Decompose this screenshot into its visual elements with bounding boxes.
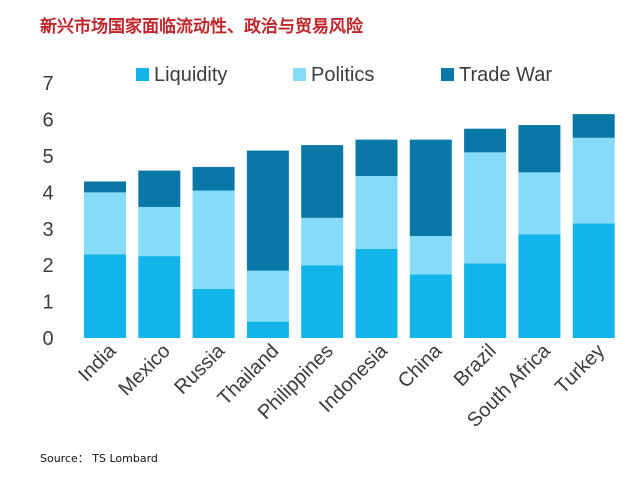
bar-philippines-politics <box>301 217 344 266</box>
bars-group <box>84 114 615 338</box>
legend-swatch-liquidity <box>136 68 149 81</box>
legend-label-liquidity: Liquidity <box>154 64 227 86</box>
bar-india-trade-war <box>84 181 126 193</box>
bar-indonesia-liquidity <box>355 248 398 338</box>
x-tick-label-china: China <box>394 339 447 392</box>
bar-south-africa-trade-war <box>518 125 561 173</box>
bar-brazil-trade-war <box>464 128 507 153</box>
legend-swatch-trade-war <box>441 68 454 81</box>
x-axis: IndiaMexicoRussiaThailandPhilippinesIndo… <box>74 339 609 431</box>
bar-south-africa-liquidity <box>518 234 561 338</box>
bar-philippines-trade-war <box>301 145 344 218</box>
y-tick-label-7: 7 <box>42 73 53 95</box>
x-tick-label-brazil: Brazil <box>450 340 501 391</box>
y-tick-label-0: 0 <box>42 328 53 350</box>
bar-turkey-trade-war <box>572 114 615 138</box>
bar-russia-trade-war <box>192 166 235 191</box>
page-title: 新兴市场国家面临流动性、政治与贸易风险 <box>40 17 363 37</box>
source-note: Source： TS Lombard <box>40 452 158 465</box>
bar-india-politics <box>84 192 126 255</box>
bar-thailand-liquidity <box>246 321 289 338</box>
bar-russia-politics <box>192 190 235 289</box>
bar-brazil-liquidity <box>464 263 507 338</box>
y-tick-label-2: 2 <box>42 255 53 277</box>
bar-china-politics <box>409 236 452 275</box>
bar-china-trade-war <box>409 139 452 237</box>
x-tick-label-mexico: Mexico <box>114 340 174 400</box>
bar-thailand-trade-war <box>246 150 289 271</box>
bar-indonesia-trade-war <box>355 139 398 177</box>
legend-swatch-politics <box>293 68 306 81</box>
bar-thailand-politics <box>246 270 289 322</box>
bar-indonesia-politics <box>355 176 398 249</box>
x-tick-label-turkey: Turkey <box>551 340 609 398</box>
bar-turkey-politics <box>572 137 615 224</box>
bar-mexico-trade-war <box>138 170 181 207</box>
chart-legend: Liquidity Politics Trade War <box>136 64 552 86</box>
bar-russia-liquidity <box>192 288 235 338</box>
y-tick-label-1: 1 <box>42 292 53 314</box>
bar-india-liquidity <box>84 254 126 338</box>
y-tick-label-6: 6 <box>42 110 53 132</box>
bar-china-liquidity <box>409 274 452 338</box>
bar-mexico-liquidity <box>138 256 181 338</box>
y-axis: 0 1 2 3 4 5 6 7 <box>42 73 53 350</box>
bar-philippines-liquidity <box>301 265 344 338</box>
y-tick-label-5: 5 <box>42 146 53 168</box>
x-tick-label-india: India <box>74 339 121 386</box>
bar-brazil-politics <box>464 152 507 264</box>
legend-label-trade-war: Trade War <box>459 64 552 86</box>
y-tick-label-4: 4 <box>42 182 53 204</box>
y-tick-label-3: 3 <box>42 219 53 241</box>
bar-mexico-politics <box>138 206 181 257</box>
bar-south-africa-politics <box>518 172 561 235</box>
bar-turkey-liquidity <box>572 223 615 338</box>
legend-label-politics: Politics <box>311 64 374 86</box>
